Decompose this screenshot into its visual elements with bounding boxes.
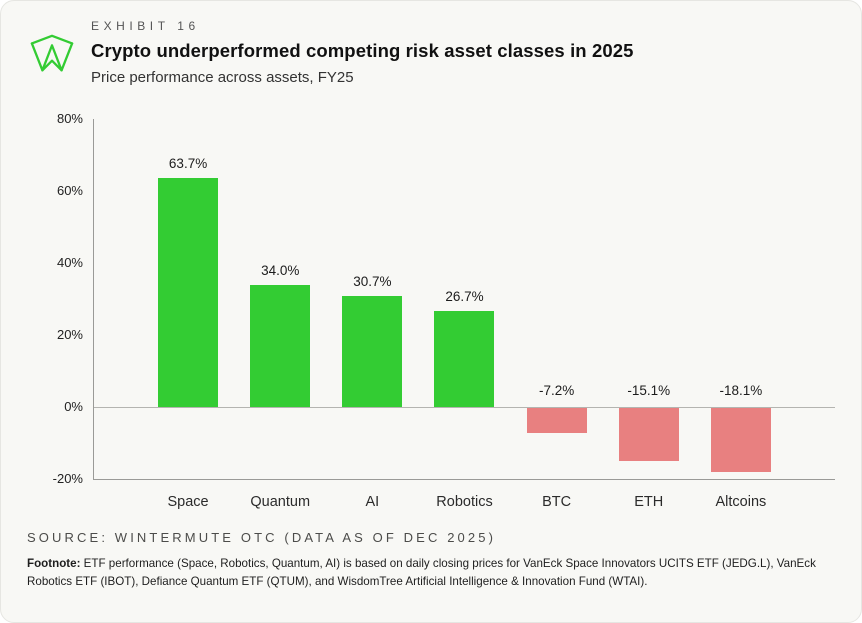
bar-ai: [342, 296, 403, 407]
footnote-label: Footnote:: [27, 557, 81, 570]
footnote-text: ETF performance (Space, Robotics, Quantu…: [27, 557, 816, 588]
bar-altcoins: [710, 407, 771, 473]
bar-robotics: [434, 310, 495, 407]
chart-title: Crypto underperformed competing risk ass…: [91, 40, 634, 61]
bar-column: 26.7%: [418, 119, 510, 479]
plot-area: 63.7% 34.0% 30.7% 26.7% -7.2% -15.1% -18.1%: [93, 119, 835, 480]
footnote: Footnote: ETF performance (Space, Roboti…: [27, 555, 835, 591]
bar-btc: [526, 407, 587, 433]
exhibit-label: EXHIBIT 16: [91, 19, 200, 33]
x-tick-label-btc: BTC: [542, 494, 572, 510]
chart-subtitle: Price performance across assets, FY25: [91, 69, 354, 86]
x-tick-label-ai: AI: [365, 494, 380, 510]
y-tick-label: 80%: [56, 111, 83, 126]
bar-eth: [618, 407, 679, 462]
bar-column: 30.7%: [326, 119, 418, 479]
y-tick-label: 0%: [64, 399, 83, 414]
y-tick-label: -20%: [52, 471, 83, 486]
x-tick-label-space: Space: [167, 494, 209, 510]
bar-column: -15.1%: [603, 119, 695, 479]
y-tick-label: 20%: [56, 327, 83, 342]
y-axis: 80% 60% 40% 20% 0% -20%: [27, 111, 93, 486]
bar-column: 34.0%: [234, 119, 326, 479]
x-tick-label-quantum: Quantum: [250, 494, 311, 510]
value-label: 30.7%: [353, 274, 392, 290]
bars: 63.7% 34.0% 30.7% 26.7% -7.2% -15.1% -18.1%: [94, 119, 835, 479]
x-tick-label-altcoins: Altcoins: [715, 494, 767, 510]
x-tick-label-robotics: Robotics: [436, 494, 493, 510]
source-line: SOURCE: WINTERMUTE OTC (DATA AS OF DEC 2…: [27, 530, 497, 545]
y-tick-label: 60%: [56, 183, 83, 198]
y-tick-label: 40%: [56, 255, 83, 270]
value-label: -18.1%: [719, 383, 763, 398]
zero-gridline: [94, 407, 835, 408]
value-label: 26.7%: [445, 288, 484, 304]
value-label: -15.1%: [627, 383, 671, 398]
value-label: 63.7%: [168, 155, 208, 171]
bar-space: [158, 177, 219, 407]
x-tick-label-eth: ETH: [634, 494, 664, 510]
wintermute-logo-icon: [30, 34, 74, 72]
value-label: -7.2%: [538, 383, 575, 398]
header: EXHIBIT 16 Crypto underperformed competi…: [27, 15, 835, 93]
bar-quantum: [250, 284, 311, 407]
bar-chart: 80% 60% 40% 20% 0% -20% 63.7% 34.0% 30.7% 26.7% -…: [27, 111, 835, 510]
x-axis-labels: Space Quantum AI Robotics BTC ETH Altcoins: [94, 480, 835, 510]
value-label: 34.0%: [261, 262, 300, 278]
bar-column: -18.1%: [695, 119, 787, 479]
bar-column: -7.2%: [511, 119, 603, 479]
bar-column: 63.7%: [142, 119, 234, 479]
